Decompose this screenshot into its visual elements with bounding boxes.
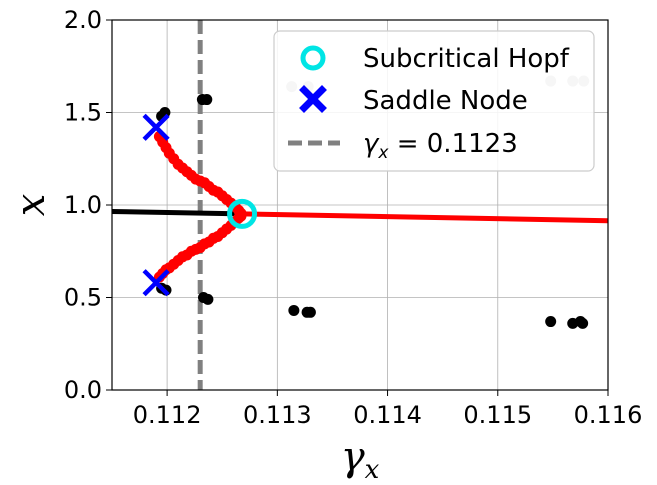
legend-hopf-marker <box>300 45 326 71</box>
hopf-marker <box>227 198 258 229</box>
legend-box <box>273 30 595 172</box>
y-tick-label: 0.0 <box>64 376 102 404</box>
x-tick-label: 0.115 <box>463 401 532 429</box>
y-tick-label: 1.5 <box>64 99 102 127</box>
x-axis-label-sub: x <box>365 455 380 485</box>
tick-layer: 0.112 0.113 0.114 0.115 0.116 0.0 0.5 1.0 1.5 2.0 <box>64 6 643 429</box>
legend: Subcritical Hopf Saddle Node γx = 0.1123 <box>273 30 595 172</box>
saddle-node-marker <box>142 113 170 141</box>
x-axis-label-main: γ <box>341 434 365 480</box>
stable-cycle-max-point <box>201 94 213 106</box>
saddle-node-stroke <box>142 113 170 141</box>
x-tick-label: 0.112 <box>133 401 202 429</box>
stable-cycle-min-point <box>577 317 589 329</box>
legend-hopf-label: Subcritical Hopf <box>363 44 570 74</box>
stable-equilibrium-line <box>111 208 243 217</box>
y-axis-label: x <box>8 194 54 217</box>
stable-cycle-min-point <box>288 304 300 316</box>
x-axis-label: γx <box>341 434 380 485</box>
legend-saddle-label: Saddle Node <box>363 86 528 116</box>
x-tick-label: 0.116 <box>574 401 643 429</box>
x-tick-label: 0.113 <box>243 401 312 429</box>
legend-vline-value: = 0.1123 <box>388 129 517 159</box>
stable-cycle-min-point <box>202 293 214 305</box>
unstable-equilibrium-line <box>242 211 609 224</box>
stable-cycle-min-point <box>545 316 557 328</box>
y-tick-label: 0.5 <box>64 284 102 312</box>
y-tick-label: 1.0 <box>64 191 102 219</box>
legend-vline-label: γx = 0.1123 <box>363 129 518 163</box>
stable-cycle-min-point <box>304 306 316 318</box>
x-tick-label: 0.114 <box>353 401 422 429</box>
legend-vline-gamma: γ <box>363 129 380 159</box>
saddle-node-marker <box>142 269 170 297</box>
saddle-node-stroke <box>142 269 170 297</box>
legend-vline-sub: x <box>377 143 389 163</box>
legend-saddle-marker <box>299 85 327 113</box>
y-tick-label: 2.0 <box>64 6 102 34</box>
